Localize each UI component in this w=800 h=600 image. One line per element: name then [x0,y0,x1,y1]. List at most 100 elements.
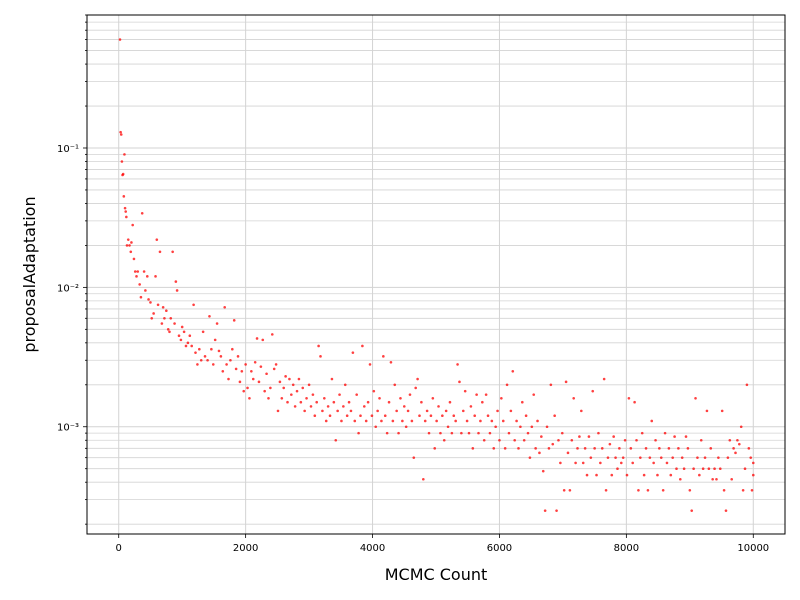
data-point [253,360,257,364]
data-point [534,447,537,450]
data-point [372,389,376,393]
data-point [160,322,164,325]
data-point [142,270,146,273]
data-point [701,467,705,471]
data-point [680,456,684,459]
data-point [715,477,718,481]
data-point [570,438,574,442]
data-point [225,363,228,366]
data-point [519,425,522,429]
data-point [471,447,475,450]
x-tick-label: 2000 [233,543,258,554]
data-point [126,238,130,241]
data-point [177,334,181,338]
data-point [382,355,385,358]
data-point [265,372,268,376]
data-point [378,396,381,400]
data-point [589,456,593,459]
data-point [303,409,306,413]
data-point [223,305,226,309]
data-point [353,419,357,423]
data-point [427,431,431,435]
data-point [726,456,730,459]
data-point [124,210,128,213]
data-point [507,431,511,435]
data-point [484,393,488,396]
data-point [581,461,585,465]
data-point [675,467,678,471]
data-point [161,305,165,309]
data-point [399,396,402,400]
data-point [118,38,122,41]
data-point [560,431,564,435]
data-point [751,461,755,465]
data-point [201,330,205,334]
x-axis-title: MCMC Count [385,565,488,584]
data-point [244,363,247,366]
data-point [393,383,397,387]
data-point [301,386,305,390]
data-point [456,363,459,366]
data-point [227,377,230,381]
data-point [688,488,692,492]
data-point [401,419,404,423]
data-point [646,488,650,492]
data-point [221,369,225,373]
data-point [366,400,370,404]
data-point [750,488,754,492]
data-point [328,414,332,418]
data-point [444,409,448,413]
data-point [557,438,560,442]
data-point [604,488,608,492]
data-point [587,435,591,438]
data-point [585,473,589,477]
data-point [410,419,414,423]
data-point [136,270,140,273]
data-point [129,250,133,254]
data-point [332,400,336,404]
data-point [738,442,741,446]
data-point [282,386,286,390]
data-point [272,367,276,371]
data-point [574,461,577,465]
data-point [269,386,272,390]
data-point [203,355,207,358]
data-point [229,358,232,362]
data-point [397,431,400,435]
data-point [217,349,221,353]
data-point [412,456,416,459]
data-point [210,347,213,351]
data-point [612,435,615,438]
data-point [538,451,541,455]
data-point [125,215,128,219]
data-point [616,467,619,471]
data-point [173,322,176,325]
data-point [450,431,454,435]
data-point [192,303,195,307]
data-point [739,425,743,429]
x-tick-label: 0 [116,543,122,554]
data-point [593,447,596,450]
data-point [713,467,716,471]
data-point [376,409,379,413]
data-point [166,328,170,331]
x-tick-label: 8000 [614,543,639,554]
data-point [572,396,575,400]
data-point [458,380,461,384]
data-point [488,431,492,435]
data-point [663,431,667,435]
data-point [150,316,154,320]
data-point [580,409,583,413]
data-point [130,241,133,244]
data-point [722,488,726,492]
data-point [311,393,315,396]
data-point [171,250,174,254]
data-point [274,363,278,366]
data-point [707,467,711,471]
data-point [460,431,463,435]
data-point [190,344,193,348]
data-point [747,447,751,450]
data-point [528,456,532,459]
data-point [734,451,737,455]
data-point [349,409,353,413]
